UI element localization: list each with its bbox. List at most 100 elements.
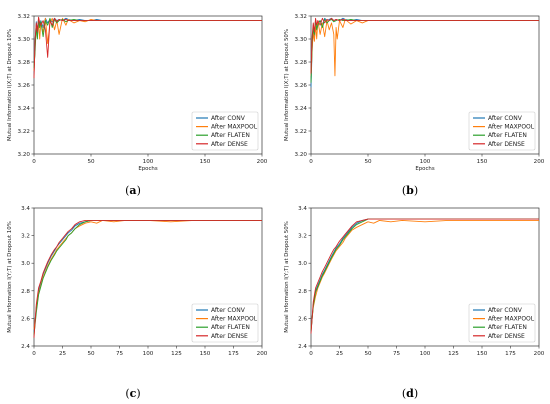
legend-entry: After CONV bbox=[211, 307, 246, 314]
legend-entry: After DENSE bbox=[211, 333, 248, 340]
y-tick-label: 3.2 bbox=[21, 234, 30, 240]
legend-entry: After DENSE bbox=[488, 141, 525, 148]
x-tick-label: 50 bbox=[364, 159, 372, 165]
legend-entry: After FLATEN bbox=[488, 132, 527, 139]
y-tick-label: 3.24 bbox=[18, 106, 31, 112]
legend-box bbox=[468, 303, 536, 343]
series-line-after-maxpool bbox=[310, 19, 539, 77]
y-tick-label: 2.4 bbox=[21, 344, 30, 350]
y-axis-label: Mutual Information I(Y;T) at Dropout 50% bbox=[284, 221, 290, 333]
x-tick-label: 0 bbox=[309, 159, 313, 165]
y-tick-label: 3.28 bbox=[18, 60, 31, 66]
y-tick-label: 3.32 bbox=[18, 14, 30, 20]
x-tick-label: 100 bbox=[143, 351, 154, 357]
x-tick-label: 200 bbox=[534, 159, 545, 165]
x-axis-label: Epochs bbox=[138, 166, 158, 172]
series-line-after-maxpool bbox=[310, 219, 539, 330]
y-tick-label: 3.26 bbox=[295, 83, 308, 89]
y-tick-label: 3.2 bbox=[298, 234, 307, 240]
y-axis-label: Mutual Information I(X;T) at Dropout 10% bbox=[7, 29, 13, 141]
series-line-after-flaten bbox=[33, 17, 262, 68]
x-tick-label: 50 bbox=[364, 351, 372, 357]
x-tick-label: 150 bbox=[477, 159, 488, 165]
x-tick-label: 75 bbox=[116, 351, 124, 357]
legend-entry: After CONV bbox=[211, 115, 246, 122]
x-tick-label: 175 bbox=[228, 351, 239, 357]
y-tick-label: 3.22 bbox=[18, 129, 30, 135]
y-tick-label: 3.20 bbox=[295, 152, 308, 158]
y-tick-label: 2.8 bbox=[21, 289, 30, 295]
series-line-after-dense bbox=[310, 17, 539, 74]
series-line-after-dense bbox=[33, 16, 262, 79]
series-line-after-dense bbox=[33, 219, 262, 338]
series-line-after-dense bbox=[310, 218, 539, 334]
legend-entry: After MAXPOOL bbox=[488, 316, 535, 323]
y-tick-label: 3.30 bbox=[18, 37, 31, 43]
chart-panel-b: 0 50 100 150 200 3.20 3.22 3.24 3.26 3.28 3.30 3.32… bbox=[284, 14, 545, 197]
y-tick-label: 3.28 bbox=[295, 60, 308, 66]
y-tick-label: 3.0 bbox=[21, 261, 30, 267]
x-tick-label: 100 bbox=[143, 159, 154, 165]
y-tick-label: 3.0 bbox=[298, 261, 307, 267]
x-tick-label: 75 bbox=[393, 351, 401, 357]
legend-box bbox=[191, 303, 259, 343]
y-axis-label: Mutual Information I(Y;T) at Dropout 10% bbox=[7, 221, 13, 333]
x-tick-label: 175 bbox=[505, 351, 516, 357]
x-tick-label: 100 bbox=[420, 159, 431, 165]
legend-entry: After DENSE bbox=[211, 141, 248, 148]
x-tick-label: 200 bbox=[534, 351, 545, 357]
y-axis-label: Mutual Information I(X;T) at Dropout 50% bbox=[284, 29, 290, 141]
legend-entry: After DENSE bbox=[488, 333, 525, 340]
y-tick-label: 2.6 bbox=[298, 316, 307, 322]
x-tick-label: 0 bbox=[309, 351, 313, 357]
legend-entry: After FLATEN bbox=[488, 324, 527, 331]
x-tick-label: 50 bbox=[87, 351, 95, 357]
chart-panel-c: 0 25 50 75 100 125 150 175 200 2.4 2.6 2.8 3.0 3.2 3.4… bbox=[7, 206, 268, 400]
x-tick-label: 150 bbox=[200, 159, 211, 165]
x-tick-label: 50 bbox=[87, 159, 95, 165]
x-tick-label: 150 bbox=[477, 351, 488, 357]
x-axis-label: Epochs bbox=[415, 166, 435, 172]
legend-entry: After CONV bbox=[488, 307, 523, 314]
series-line-after-conv bbox=[310, 17, 539, 88]
y-tick-label: 3.20 bbox=[18, 152, 31, 158]
legend-entry: After MAXPOOL bbox=[488, 124, 535, 131]
y-tick-label: 2.6 bbox=[21, 316, 30, 322]
panel-caption: (a) bbox=[125, 184, 141, 197]
x-tick-label: 0 bbox=[32, 351, 36, 357]
y-tick-label: 3.32 bbox=[295, 14, 307, 20]
legend-box bbox=[191, 111, 259, 151]
x-tick-label: 200 bbox=[257, 351, 268, 357]
x-tick-label: 125 bbox=[171, 351, 182, 357]
chart-panel-d: 0 25 50 75 100 125 150 175 200 2.4 2.6 2.8 3.0 3.2 3.4… bbox=[284, 206, 545, 400]
legend-entry: After MAXPOOL bbox=[211, 316, 258, 323]
panel-caption: (d) bbox=[402, 387, 418, 400]
x-tick-label: 0 bbox=[32, 159, 36, 165]
x-tick-label: 25 bbox=[336, 351, 344, 357]
legend-entry: After FLATEN bbox=[211, 132, 250, 139]
legend-entry: After FLATEN bbox=[211, 324, 250, 331]
series-line-after-flaten bbox=[310, 19, 539, 83]
y-tick-label: 3.30 bbox=[295, 37, 308, 43]
panel-caption: (b) bbox=[402, 184, 418, 197]
x-tick-label: 125 bbox=[448, 351, 459, 357]
y-tick-label: 2.4 bbox=[298, 344, 307, 350]
x-tick-label: 200 bbox=[257, 159, 268, 165]
y-tick-label: 3.24 bbox=[295, 106, 308, 112]
y-tick-label: 2.8 bbox=[298, 289, 307, 295]
y-tick-label: 3.4 bbox=[298, 206, 307, 212]
series-line-after-maxpool bbox=[33, 17, 262, 72]
x-tick-label: 150 bbox=[200, 351, 211, 357]
legend-entry: After MAXPOOL bbox=[211, 124, 258, 131]
panel-caption: (c) bbox=[125, 387, 140, 400]
x-tick-label: 100 bbox=[420, 351, 431, 357]
legend-entry: After CONV bbox=[488, 115, 523, 122]
y-tick-label: 3.26 bbox=[18, 83, 31, 89]
x-tick-label: 25 bbox=[59, 351, 67, 357]
chart-panel-a: 0 50 100 150 200 3.20 3.22 3.24 3.26 3.28 3.30 3.32… bbox=[7, 14, 268, 197]
y-tick-label: 3.22 bbox=[295, 129, 307, 135]
